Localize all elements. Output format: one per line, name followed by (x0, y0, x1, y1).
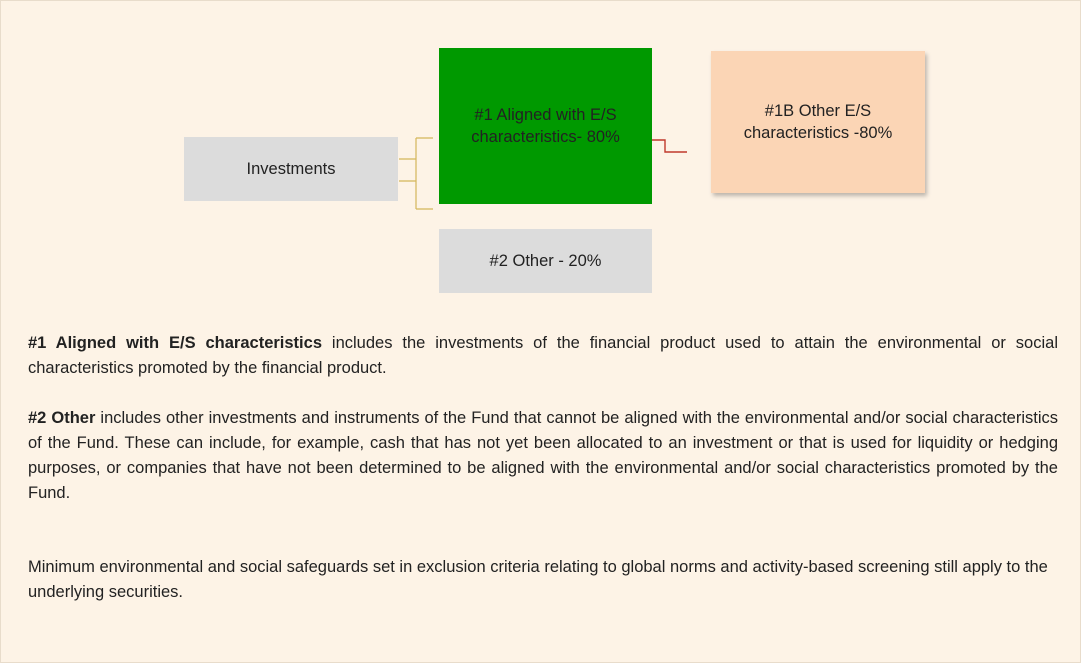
paragraph: Minimum environmental and social safegua… (28, 555, 1058, 605)
text: Minimum environmental and social safegua… (28, 558, 1048, 601)
paragraph: #2 Other includes other investments and … (28, 406, 1058, 506)
text: includes other investments and instrumen… (28, 409, 1058, 502)
link (652, 139, 687, 153)
bracket (399, 137, 433, 210)
node: Investments (184, 137, 398, 201)
text: includes the investments of the financia… (28, 334, 1058, 377)
lead: #2 Other (28, 409, 96, 427)
node: #2 Other - 20% (439, 229, 652, 293)
paragraph: #1 Aligned with E/S characteristics incl… (28, 331, 1058, 381)
lead: #1 Aligned with E/S characteristics (28, 334, 322, 352)
node: #1B Other E/S characteristics -80% (711, 51, 925, 193)
node: #1 Aligned with E/S characteristics- 80% (439, 48, 652, 204)
